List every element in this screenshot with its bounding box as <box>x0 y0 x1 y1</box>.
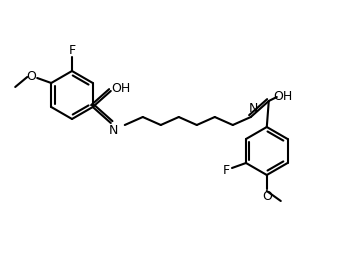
Text: N: N <box>109 124 118 138</box>
Text: OH: OH <box>273 90 292 103</box>
Text: N: N <box>249 102 258 116</box>
Text: F: F <box>68 43 76 57</box>
Text: F: F <box>222 163 229 177</box>
Text: O: O <box>262 189 272 203</box>
Text: OH: OH <box>111 81 130 95</box>
Text: O: O <box>26 69 36 83</box>
